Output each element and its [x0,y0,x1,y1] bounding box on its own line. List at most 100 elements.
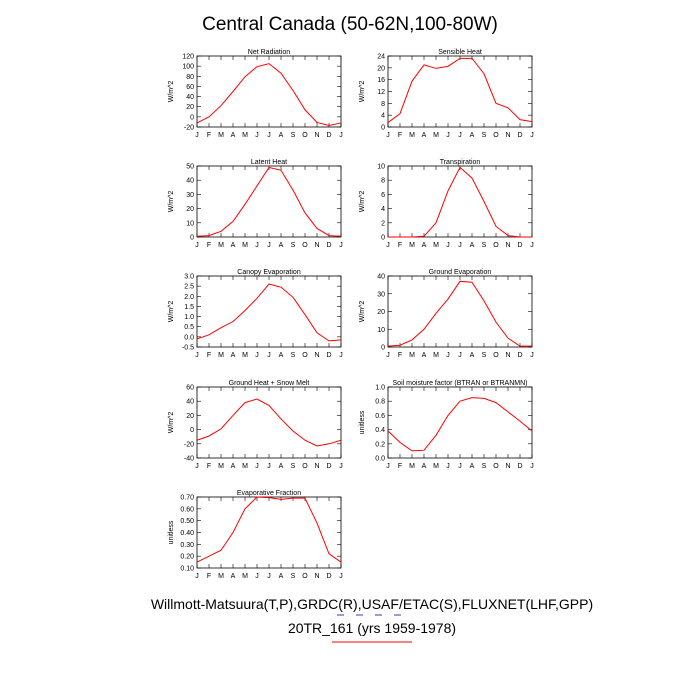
data-point [197,236,198,237]
data-point [221,428,222,429]
plot-frame [196,55,342,128]
y-tick-label: 80 [186,74,194,81]
data-point [508,411,509,412]
x-tick-label: J [255,352,259,359]
x-tick-label: A [279,573,284,580]
data-point [305,212,306,213]
data-point [436,313,437,314]
x-tick-label: D [517,132,522,139]
x-tick-label: M [409,463,415,470]
x-tick-label: N [314,573,319,580]
x-tick-label: J [339,242,343,249]
y-tick-label: 20 [186,206,194,213]
y-axis-label: W/m^2 [359,301,366,323]
x-tick-label: M [409,352,415,359]
y-tick-label: 24 [377,54,385,61]
data-point [305,109,306,110]
x-tick-label: J [267,573,271,580]
x-tick-label: A [279,463,284,470]
data-point [496,402,497,403]
x-tick-label: J [446,132,450,139]
x-tick-label: N [505,242,510,249]
series-line [196,63,342,126]
x-tick-label: J [195,463,199,470]
data-point [209,556,210,557]
y-tick-label: 1.0 [375,385,385,392]
plot-frame [387,55,533,128]
data-point [472,397,473,398]
data-point [341,339,342,340]
data-point [484,73,485,74]
data-point [209,116,210,117]
x-tick-label: J [530,463,534,470]
y-tick-label: 3.0 [184,274,194,281]
data-point [388,122,389,123]
y-tick-label: 50 [186,164,194,171]
panel-title: Evaporative Fraction [237,490,301,497]
x-tick-label: O [302,132,308,139]
y-tick-label: 0 [190,235,194,242]
data-point [305,440,306,441]
data-point [305,498,306,499]
data-point [472,58,473,59]
data-point [448,190,449,191]
x-tick-label: J [195,573,199,580]
x-tick-label: M [242,573,248,580]
x-tick-label: J [255,132,259,139]
x-tick-label: J [267,132,271,139]
figure-title: Central Canada (50-62N,100-80W) [202,14,498,35]
data-point [197,122,198,123]
x-tick-label: J [446,463,450,470]
data-point [532,121,533,122]
y-axis-label: W/m^2 [168,81,175,103]
data-point [508,107,509,108]
plot-frame [387,386,533,459]
x-tick-label: N [505,352,510,359]
x-tick-label: S [291,463,296,470]
x-tick-label: A [231,352,236,359]
y-tick-label: 0.0 [375,456,385,463]
x-tick-label: O [493,132,499,139]
x-tick-label: J [446,352,450,359]
data-point [233,532,234,533]
y-tick-label: 0 [190,427,194,434]
series-line [388,166,532,238]
footer-run-id: 20TR_161 (yrs 1959-1978) [288,620,456,636]
x-tick-label: J [339,132,343,139]
x-tick-label: D [326,352,331,359]
x-tick-label: M [433,132,439,139]
y-tick-label: 6 [381,192,385,199]
x-tick-label: F [207,242,211,249]
data-point [424,450,425,451]
x-tick-label: O [302,463,308,470]
y-tick-label: 0.70 [180,495,194,502]
data-point [197,338,198,339]
data-point [508,338,509,339]
series-line [196,283,342,342]
series-line [387,397,533,452]
x-tick-label: S [291,352,296,359]
y-tick-label: 30 [186,192,194,199]
x-tick-label: F [207,463,211,470]
data-point [341,122,342,123]
x-tick-label: A [231,132,236,139]
series-line [196,398,342,447]
x-tick-label: M [242,352,248,359]
data-point [209,235,210,236]
y-tick-label: 40 [377,274,385,281]
data-point [412,450,413,451]
data-point [257,66,258,67]
y-axis-label: unitless [359,410,366,434]
data-point [460,281,461,282]
x-tick-label: M [242,242,248,249]
data-point [472,282,473,283]
panel-soil-moisture-factor-btran-or-btranmn: Soil moisture factor (BTRAN or BTRANMN) J… [359,380,534,470]
data-point [221,327,222,328]
data-point [341,440,342,441]
panel-title: Sensible Heat [438,49,482,56]
x-tick-label: S [291,132,296,139]
data-point [412,237,413,238]
